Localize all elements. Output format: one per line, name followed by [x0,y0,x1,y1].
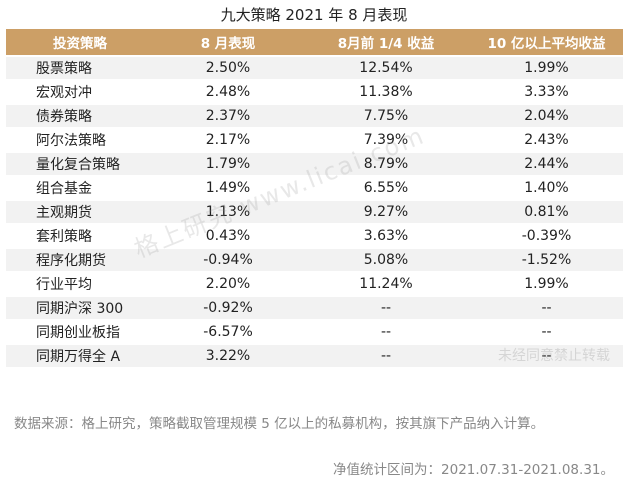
table-row: 股票策略 2.50% 12.54% 1.99% [6,57,623,79]
strategy-cell: 债券策略 [6,105,154,127]
header-q1-return: 8月前 1/4 收益 [302,29,470,55]
statistics-period: 净值统计区间为：2021.07.31-2021.08.31。 [333,462,614,478]
table-row: 同期沪深 300 -0.92% -- -- [6,297,623,319]
strategy-cell: 行业平均 [6,273,154,295]
table-title: 九大策略 2021 年 8 月表现 [220,6,408,24]
q1-return-cell: 12.54% [302,57,470,79]
q1-return-cell: -- [302,321,470,343]
table-row: 程序化期货 -0.94% 5.08% -1.52% [6,249,623,271]
q1-return-cell: 6.55% [302,177,470,199]
strategy-cell: 主观期货 [6,201,154,223]
table-row: 套利策略 0.43% 3.63% -0.39% [6,225,623,247]
large-fund-return-cell: 0.81% [470,201,623,223]
table-row: 组合基金 1.49% 6.55% 1.40% [6,177,623,199]
august-cell: 2.17% [154,129,302,151]
header-large-fund-return: 10 亿以上平均收益 [470,29,623,55]
august-cell: 2.20% [154,273,302,295]
large-fund-return-cell: -1.52% [470,249,623,271]
large-fund-return-cell: -- [470,345,623,367]
august-cell: 2.48% [154,81,302,103]
august-cell: -6.57% [154,321,302,343]
large-fund-return-cell: 1.99% [470,57,623,79]
large-fund-return-cell: 2.44% [470,153,623,175]
table-header-row: 投资策略 8 月表现 8月前 1/4 收益 10 亿以上平均收益 [6,29,623,55]
strategy-cell: 组合基金 [6,177,154,199]
august-cell: 0.43% [154,225,302,247]
table-row: 行业平均 2.20% 11.24% 1.99% [6,273,623,295]
august-cell: 3.22% [154,345,302,367]
august-cell: -0.94% [154,249,302,271]
table-row: 阿尔法策略 2.17% 7.39% 2.43% [6,129,623,151]
strategy-cell: 量化复合策略 [6,153,154,175]
q1-return-cell: 9.27% [302,201,470,223]
large-fund-return-cell: 2.43% [470,129,623,151]
q1-return-cell: 11.24% [302,273,470,295]
august-cell: 1.13% [154,201,302,223]
strategy-cell: 阿尔法策略 [6,129,154,151]
q1-return-cell: -- [302,345,470,367]
strategy-performance-table: 投资策略 8 月表现 8月前 1/4 收益 10 亿以上平均收益 股票策略 2.5… [6,27,623,369]
q1-return-cell: 7.39% [302,129,470,151]
q1-return-cell: 11.38% [302,81,470,103]
large-fund-return-cell: -0.39% [470,225,623,247]
strategy-cell: 程序化期货 [6,249,154,271]
strategy-cell: 套利策略 [6,225,154,247]
strategy-cell: 同期万得全 A [6,345,154,367]
strategy-cell: 同期创业板指 [6,321,154,343]
august-cell: -0.92% [154,297,302,319]
august-cell: 1.79% [154,153,302,175]
table-row: 同期创业板指 -6.57% -- -- [6,321,623,343]
q1-return-cell: 5.08% [302,249,470,271]
q1-return-cell: -- [302,297,470,319]
large-fund-return-cell: -- [470,321,623,343]
q1-return-cell: 7.75% [302,105,470,127]
strategy-cell: 同期沪深 300 [6,297,154,319]
large-fund-return-cell: 1.99% [470,273,623,295]
table-row: 量化复合策略 1.79% 8.79% 2.44% [6,153,623,175]
august-cell: 2.37% [154,105,302,127]
large-fund-return-cell: 3.33% [470,81,623,103]
table-row: 同期万得全 A 3.22% -- -- [6,345,623,367]
data-source-note: 数据来源：格上研究，策略截取管理规模 5 亿以上的私募机构，按其旗下产品纳入计算… [14,416,545,432]
large-fund-return-cell: 1.40% [470,177,623,199]
table-row: 债券策略 2.37% 7.75% 2.04% [6,105,623,127]
large-fund-return-cell: 2.04% [470,105,623,127]
q1-return-cell: 8.79% [302,153,470,175]
header-august: 8 月表现 [154,29,302,55]
watermark-sub: 未经同意禁止转载 [498,348,610,364]
table-row: 主观期货 1.13% 9.27% 0.81% [6,201,623,223]
table-row: 宏观对冲 2.48% 11.38% 3.33% [6,81,623,103]
strategy-cell: 股票策略 [6,57,154,79]
q1-return-cell: 3.63% [302,225,470,247]
august-cell: 1.49% [154,177,302,199]
header-strategy: 投资策略 [6,29,154,55]
strategy-cell: 宏观对冲 [6,81,154,103]
august-cell: 2.50% [154,57,302,79]
large-fund-return-cell: -- [470,297,623,319]
